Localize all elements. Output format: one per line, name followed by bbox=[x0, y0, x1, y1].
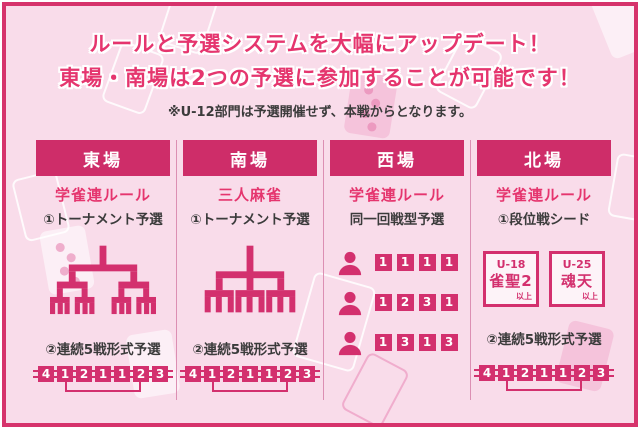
seed-boxes: U-18 雀聖2 以上 U-25 魂天 以上 bbox=[483, 251, 605, 307]
seed-rank-label: 魂天 bbox=[560, 272, 593, 290]
score-square: 3 bbox=[593, 365, 609, 381]
column-south-section1-label: ①トーナメント予選 bbox=[190, 212, 310, 228]
column-north-section2-label: ②連続5戦形式予選 bbox=[486, 332, 602, 348]
column-south-section2-label: ②連続5戦形式予選 bbox=[192, 342, 308, 358]
score-square: 3 bbox=[396, 334, 414, 351]
score-square: 1 bbox=[204, 366, 220, 382]
score-square: 4 bbox=[38, 366, 54, 382]
player-score-row: 1 1 1 1 bbox=[337, 249, 458, 276]
score-cells: 1 2 3 1 bbox=[374, 294, 458, 311]
player-score-row: 1 2 3 1 bbox=[337, 289, 458, 316]
u12-note: ※U-12部門は予選開催せず、本戦からとなります。 bbox=[167, 105, 473, 120]
score-square: 1 bbox=[261, 366, 277, 382]
column-east: 東場 学雀連ルール ①トーナメント予選 bbox=[33, 140, 173, 393]
score-square: 4 bbox=[479, 365, 495, 381]
score-square: 1 bbox=[374, 254, 392, 271]
column-west-section1-label: 同一回戦型予選 bbox=[349, 212, 445, 228]
score-square: 2 bbox=[280, 366, 296, 382]
column-east-section2-label: ②連続5戦形式予選 bbox=[45, 342, 161, 358]
score-cells: 1 1 1 1 bbox=[374, 254, 458, 271]
column-north-header: 北場 bbox=[477, 140, 611, 176]
page-title: ルールと予選システムを大幅にアップデート！ 東場・南場は2つの予選に参加すること… bbox=[0, 27, 640, 95]
score-square: 3 bbox=[299, 366, 315, 382]
column-south-rule-label: 三人麻雀 bbox=[217, 186, 282, 204]
score-cells: 1 3 1 3 bbox=[374, 334, 458, 351]
column-east-header: 東場 bbox=[36, 140, 170, 176]
column-divider bbox=[323, 140, 324, 400]
title-line-2: 東場・南場は2つの予選に参加することが可能です！ bbox=[59, 66, 581, 90]
title-line-1: ルールと予選システムを大幅にアップデート！ bbox=[89, 32, 551, 56]
column-south: 南場 三人麻雀 ①トーナメント予選 bbox=[180, 140, 320, 393]
score-square: 1 bbox=[374, 334, 392, 351]
score-square: 3 bbox=[152, 366, 168, 382]
column-south-header: 南場 bbox=[183, 140, 317, 176]
person-icon bbox=[337, 250, 363, 276]
score-square: 1 bbox=[536, 365, 552, 381]
score-square: 4 bbox=[185, 366, 201, 382]
score-square: 2 bbox=[223, 366, 239, 382]
columns-container: 東場 学雀連ルール ①トーナメント予選 bbox=[33, 140, 614, 400]
person-icon bbox=[337, 330, 363, 356]
score-square: 2 bbox=[396, 294, 414, 311]
seed-box-u25: U-25 魂天 以上 bbox=[549, 251, 605, 307]
column-west-header: 西場 bbox=[330, 140, 464, 176]
column-east-rule-label: 学雀連ルール bbox=[54, 186, 151, 204]
score-square: 2 bbox=[517, 365, 533, 381]
score-square: 1 bbox=[440, 254, 458, 271]
five-game-range-bracket bbox=[212, 382, 288, 392]
column-west-rule-label: 学雀連ルール bbox=[348, 186, 445, 204]
game-sequence-track-south: 4 1 2 1 1 2 3 bbox=[180, 366, 320, 393]
seed-rank-label: 雀聖2 bbox=[489, 272, 533, 290]
score-square: 1 bbox=[418, 334, 436, 351]
score-square: 1 bbox=[555, 365, 571, 381]
score-square: 2 bbox=[574, 365, 590, 381]
column-divider bbox=[176, 140, 177, 400]
column-divider bbox=[470, 140, 471, 400]
score-square: 1 bbox=[242, 366, 258, 382]
score-square: 1 bbox=[396, 254, 414, 271]
tournament-bracket-8-icon bbox=[50, 237, 156, 332]
score-square: 3 bbox=[418, 294, 436, 311]
score-square: 3 bbox=[440, 334, 458, 351]
game-sequence-track-north: 4 1 2 1 1 2 3 bbox=[474, 365, 614, 392]
seed-box-u18: U-18 雀聖2 以上 bbox=[483, 251, 539, 307]
player-score-rows: 1 1 1 1 1 2 3 bbox=[337, 249, 458, 356]
score-square: 2 bbox=[76, 366, 92, 382]
score-square: 1 bbox=[418, 254, 436, 271]
five-game-range-bracket bbox=[506, 381, 582, 391]
five-game-range-bracket bbox=[65, 382, 141, 392]
player-score-row: 1 3 1 3 bbox=[337, 329, 458, 356]
score-square: 1 bbox=[114, 366, 130, 382]
column-west: 西場 学雀連ルール 同一回戦型予選 1 1 1 1 bbox=[330, 140, 464, 356]
seed-division-label: U-25 bbox=[562, 258, 592, 271]
score-square: 2 bbox=[133, 366, 149, 382]
seed-suffix-label: 以上 bbox=[516, 292, 532, 301]
score-square: 1 bbox=[95, 366, 111, 382]
score-square: 1 bbox=[440, 294, 458, 311]
game-sequence-track-east: 4 1 2 1 1 2 3 bbox=[33, 366, 173, 393]
column-north-section1-label: ①段位戦シード bbox=[497, 212, 591, 228]
score-square: 1 bbox=[57, 366, 73, 382]
seed-suffix-label: 以上 bbox=[582, 292, 598, 301]
tournament-bracket-3-icon bbox=[197, 237, 303, 332]
column-east-section1-label: ①トーナメント予選 bbox=[43, 212, 163, 228]
person-icon bbox=[337, 290, 363, 316]
column-north-rule-label: 学雀連ルール bbox=[495, 186, 592, 204]
column-north: 北場 学雀連ルール ①段位戦シード U-18 雀聖2 以上 U-25 魂天 以上… bbox=[474, 140, 614, 392]
seed-division-label: U-18 bbox=[496, 258, 526, 271]
score-square: 1 bbox=[374, 294, 392, 311]
score-square: 1 bbox=[498, 365, 514, 381]
